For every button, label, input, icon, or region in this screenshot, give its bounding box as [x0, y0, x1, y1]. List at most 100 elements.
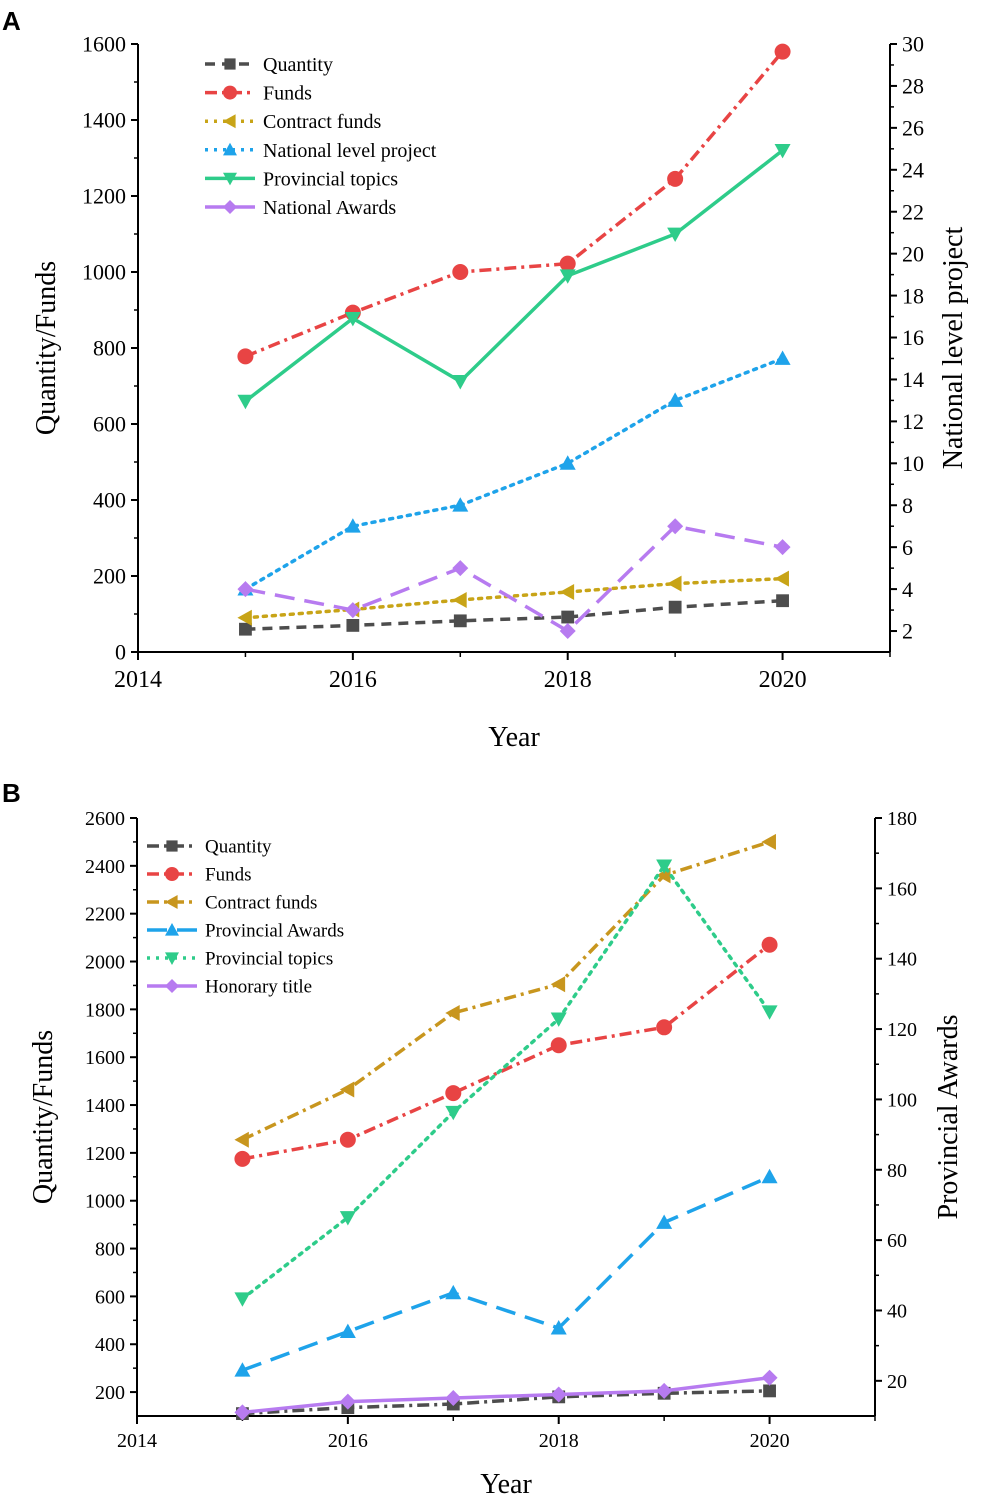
chart-a-y2-tick-label: 8 [902, 493, 913, 518]
chart-a-y2-tick-label: 12 [902, 409, 924, 434]
chart-a-legend-label: Provincial topics [263, 168, 398, 190]
chart-a-series-provincial-topics-point [667, 227, 684, 242]
chart-b-series-provincial-awards-point [656, 1214, 673, 1229]
chart-a-series-quantity-point [239, 622, 252, 636]
chart-a-y2-tick-label: 26 [902, 116, 924, 141]
chart-b-y2-tick-label: 80 [887, 1160, 907, 1182]
chart-b-legend-label: Provincial topics [205, 949, 333, 970]
chart-a-series-contract-funds-point [452, 591, 467, 608]
chart-a-series-national-level-project-point [667, 392, 684, 407]
chart-a-series-funds-point [237, 348, 254, 365]
chart-b-series-provincial-topics-point [550, 1012, 567, 1027]
chart-b-y-tick-label: 2200 [85, 904, 125, 926]
chart-b-series-contract-funds-line [241, 840, 771, 1142]
chart-a-series-provincial-topics-point [344, 311, 361, 327]
chart-a-series-funds-point [774, 43, 791, 60]
chart-b-series-funds-point [339, 1131, 356, 1148]
chart-b-series-quantity-point [763, 1384, 776, 1398]
chart-b-series-honorary-title-point [234, 1404, 251, 1421]
chart-a-series-contract-funds-line [243, 576, 785, 620]
chart-a-series-national-level-project-point [344, 518, 361, 533]
chart-a-series-funds-point [452, 264, 469, 280]
chart-a: 0200400600800100012001400160024681012141… [31, 32, 969, 753]
chart-a-legend-marker [223, 85, 237, 100]
chart-a-series-provincial-topics-point [774, 144, 791, 159]
chart-a-y-tick-label: 1000 [82, 260, 126, 285]
chart-a-series-contract-funds-point [237, 609, 252, 626]
chart-a-y2-tick-label: 24 [902, 157, 924, 182]
chart-b-series-quantity-line [242, 1389, 770, 1416]
chart-a-legend-label: Contract funds [263, 111, 382, 133]
chart-a-series-national-level-project-point [559, 455, 576, 470]
chart-a-series-contract-funds-point [667, 575, 682, 592]
chart-a-series-national-awards-point [452, 560, 469, 577]
chart-b-series-funds-point [761, 936, 778, 953]
chart-b-series-provincial-topics-point [656, 859, 673, 874]
chart-b-legend-label: Funds [205, 865, 251, 886]
chart-b-series-contract-funds-point [445, 1004, 460, 1021]
chart-a-series-quantity-point [346, 619, 360, 632]
chart-b-series-honorary-title-line [242, 1375, 770, 1415]
chart-b-y2-tick-label: 160 [887, 878, 917, 900]
chart-a-x-tick-label: 2014 [114, 667, 162, 693]
chart-b-y2-tick-label: 60 [887, 1230, 907, 1252]
chart-a-series-funds-point [667, 170, 684, 187]
chart-a-series-quantity-line [245, 598, 783, 631]
chart-b-legend-marker [165, 867, 179, 881]
chart-a-y-tick-label: 0 [115, 640, 126, 665]
chart-a-legend-marker [223, 114, 236, 129]
chart-a-series-funds-point [559, 255, 576, 272]
chart-b-y2-tick-label: 100 [887, 1089, 917, 1111]
chart-b-series-honorary-title-point [339, 1393, 356, 1410]
chart-b-series-contract-funds-point [761, 833, 776, 850]
chart-b-legend-label: Quantity [205, 837, 272, 858]
chart-b-series-provincial-topics-point [339, 1211, 356, 1226]
chart-b-y2-axis-title: Provincial Awards [933, 1014, 964, 1219]
chart-b-legend-label: Provincial Awards [205, 921, 344, 942]
chart-b-y-tick-label: 1600 [85, 1047, 125, 1069]
chart-a-legend-marker [223, 200, 237, 214]
chart-a-legend-marker [223, 172, 237, 186]
chart-a-series-national-awards-point [559, 623, 576, 640]
chart-b-y-tick-label: 1200 [85, 1143, 125, 1165]
chart-b-series-honorary-title-point [550, 1386, 567, 1403]
chart-a-y-tick-label: 600 [93, 412, 126, 437]
chart-a-y2-tick-label: 28 [902, 74, 924, 99]
chart-a-y2-tick-label: 18 [902, 283, 924, 308]
chart-b-legend-marker [166, 840, 178, 852]
chart-b-legend-label: Honorary title [205, 977, 312, 998]
chart-a-y-tick-label: 1200 [82, 184, 126, 209]
chart-b-series-funds-point [445, 1085, 462, 1102]
chart-a-y2-tick-label: 22 [902, 199, 924, 224]
chart-a-series-quantity-point [561, 610, 575, 624]
chart-b-y-tick-label: 2400 [85, 856, 125, 878]
chart-a-series-national-level-project-point [452, 497, 469, 512]
chart-b-x-tick-label: 2020 [750, 1430, 790, 1452]
chart-a-y-tick-label: 1600 [82, 32, 126, 57]
chart-a-x-axis-title: Year [488, 722, 540, 753]
chart-b-legend-marker [165, 895, 178, 909]
chart-a-legend-label: National level project [263, 140, 437, 162]
chart-a-x-tick-label: 2016 [329, 667, 377, 693]
chart-b-series-honorary-title-point [656, 1382, 673, 1399]
chart-b-series-contract-funds-point [339, 1081, 355, 1098]
chart-b-series-honorary-title-point [761, 1369, 778, 1386]
chart-b-series-provincial-awards-point [339, 1323, 356, 1338]
chart-b-series-provincial-topics-point [445, 1105, 462, 1121]
chart-b-y-tick-label: 1000 [85, 1191, 125, 1213]
chart-a-series-quantity-point [776, 594, 789, 608]
chart-a-series-national-awards-point [237, 581, 254, 598]
chart-a-series-provincial-topics-line [244, 149, 784, 403]
chart-b-y2-tick-label: 120 [887, 1019, 917, 1041]
chart-a-y2-tick-label: 4 [902, 577, 913, 602]
chart-b-series-honorary-title-point [445, 1390, 462, 1407]
chart-a-x-tick-label: 2018 [544, 667, 592, 693]
chart-a-legend-marker [223, 142, 237, 156]
chart-b-series-provincial-awards-line [241, 1175, 771, 1372]
chart-a-legend-label: Funds [263, 83, 312, 105]
chart-b-series-contract-funds-point [550, 976, 566, 993]
chart-b-y-tick-label: 1400 [85, 1095, 125, 1117]
chart-a-legend-label: Quantity [263, 54, 333, 76]
chart-a-series-contract-funds-point [774, 570, 789, 587]
chart-a-series-national-awards-point [667, 518, 684, 535]
